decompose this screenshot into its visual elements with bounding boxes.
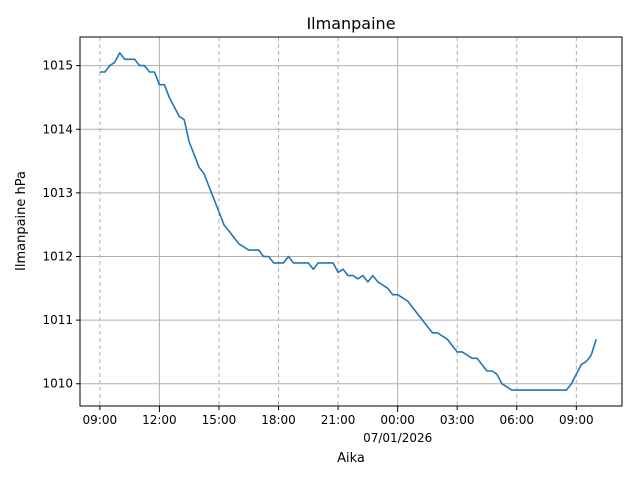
x-tick-label: 18:00 (261, 413, 296, 427)
x-axis-date-label: 07/01/2026 (363, 431, 432, 445)
grid-lines (80, 37, 622, 406)
x-axis-label: Aika (337, 451, 365, 466)
x-tick-label: 06:00 (499, 413, 534, 427)
x-tick-label: 09:00 (83, 413, 118, 427)
pressure-series-line (99, 52, 597, 391)
x-axis-ticks: 09:00 12:00 15:00 18:00 21:00 00:00 03:00 06:00… (83, 406, 594, 427)
series-layer (99, 52, 597, 391)
y-tick-label: 1014 (42, 122, 73, 136)
chart-title: Ilmanpaine (306, 14, 395, 33)
y-axis-label: Ilmanpaine hPa (14, 171, 29, 271)
x-tick-label: 15:00 (202, 413, 237, 427)
x-tick-label: 00:00 (380, 413, 415, 427)
y-tick-label: 1010 (42, 377, 73, 391)
x-tick-label: 12:00 (142, 413, 177, 427)
y-tick-label: 1011 (42, 313, 73, 327)
y-tick-label: 1012 (42, 249, 73, 263)
y-tick-label: 1015 (42, 59, 73, 73)
x-tick-label: 03:00 (440, 413, 475, 427)
x-tick-label: 09:00 (559, 413, 594, 427)
plot-frame (79, 36, 623, 407)
x-tick-label: 21:00 (321, 413, 356, 427)
y-axis-ticks: 1010 1011 1012 1013 1014 1015 (42, 59, 80, 391)
y-tick-label: 1013 (42, 186, 73, 200)
